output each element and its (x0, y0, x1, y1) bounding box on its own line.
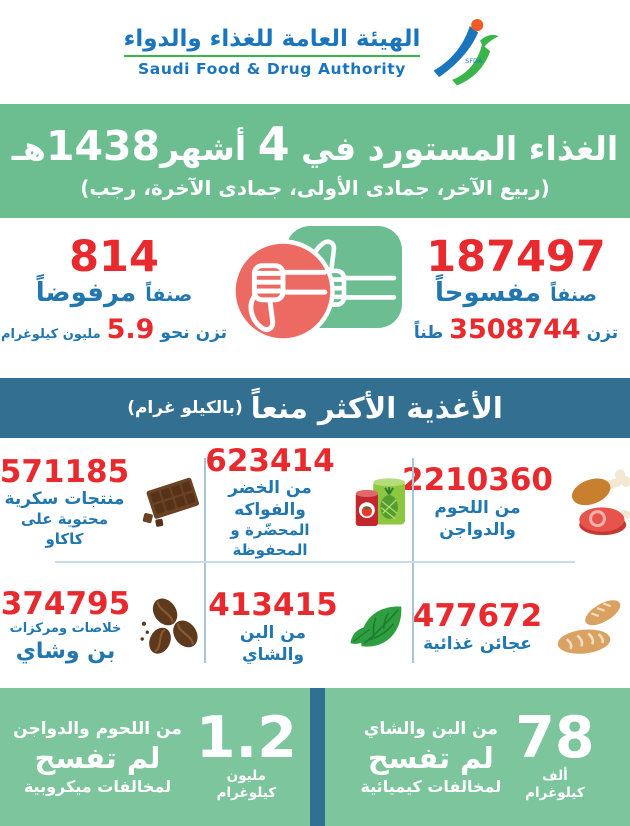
banned-label-2: المحضّرة و المحفوظة (230, 521, 310, 559)
banned-label: من البن والشاي (239, 622, 307, 665)
footer-unit-1: ألف (542, 767, 568, 784)
banned-label: من الخضر والفواكه (228, 478, 312, 521)
hijri-year: 1438 (45, 122, 161, 170)
chocolate-icon (137, 475, 205, 531)
banned-label-2: بن وشاي (15, 638, 116, 664)
footer-section: 1.2 مليون كيلوغرام من اللحوم والدواجن لم… (0, 688, 630, 826)
meat-poultry-icon (561, 467, 630, 539)
approved-count: 187497 (426, 232, 606, 282)
footer-unit-2: كيلوغرام (525, 785, 585, 802)
banned-item-extracts: 374795 خلاصات ومركزات بن وشاي (0, 563, 205, 688)
grid-divider-vertical (412, 458, 414, 663)
banned-item-produce: 623414 من الخضر والفواكه المحضّرة و المح… (205, 438, 413, 563)
footer-unit-2: كيلوغرام (216, 785, 277, 802)
rejected-label: صنفاً مرفوضاً (35, 278, 193, 308)
banned-value: 2210360 (402, 462, 553, 499)
banned-foods-grid: 2210360 من اللحوم والدواجن (0, 438, 630, 688)
canned-food-icon (343, 472, 413, 534)
org-logo-text: الهيئة العامة للغذاء والدواء Saudi Food … (123, 26, 421, 78)
footer-reason: لمخالفات ميكروبية (23, 777, 172, 797)
footer-status: لم تفسح (367, 740, 494, 775)
sfda-logo-icon: SFDA (428, 16, 506, 88)
section-unit-note: (بالكيلو غرام) (127, 398, 243, 418)
summary-section: 814 صنفاً مرفوضاً تزن نحو 5.9 مليون كيلو… (0, 218, 630, 378)
banned-item-chocolate: 571185 منتجات سكرية محتوية على كاكاو (0, 438, 205, 563)
banned-label: عجائن غذائية (423, 633, 532, 654)
section-banner: الأغذية الأكثر منعاً (بالكيلو غرام) (0, 378, 630, 438)
coffee-beans-icon (138, 595, 204, 661)
title-banner: الغذاء المستورد في 4 أشهر1438هـ (ربيع ال… (0, 104, 630, 218)
banned-label: من اللحوم والدواجن (434, 497, 521, 540)
verdict-icons (228, 218, 402, 378)
rejected-count: 814 (69, 232, 159, 282)
approved-label: صنفاً مفسوحاً (434, 278, 598, 308)
grid-divider-horizontal (55, 561, 575, 563)
thumbs-down-icon (228, 236, 338, 346)
banned-label: خلاصات ومركزات (9, 621, 122, 637)
page-subtitle: (ربيع الآخر، جمادى الأولى، جمادى الآخرة،… (80, 175, 550, 200)
footer-status: لم تفسح (34, 740, 161, 775)
header: الهيئة العامة للغذاء والدواء Saudi Food … (0, 0, 630, 104)
banned-item-meat: 2210360 من اللحوم والدواجن (402, 438, 630, 563)
logo-abbr-text: SFDA (466, 57, 484, 65)
banned-value: 477672 (412, 598, 543, 635)
grid-divider-vertical (204, 458, 206, 663)
footer-reason: لمخالفات كيميائية (360, 777, 502, 797)
footer-meat-panel: 1.2 مليون كيلوغرام من اللحوم والدواجن لم… (0, 688, 310, 826)
footer-value: 78 (515, 705, 595, 772)
bread-icon (550, 597, 630, 659)
footer-unit-1: مليون (226, 767, 267, 784)
banned-label: منتجات سكرية (4, 489, 125, 510)
org-name-arabic: الهيئة العامة للغذاء والدواء (123, 26, 421, 52)
rejected-stat: 814 صنفاً مرفوضاً تزن نحو 5.9 مليون كيلو… (0, 218, 228, 378)
footer-tea-panel: 78 ألف كيلوغرام من البن والشاي لم تفسح ل… (325, 688, 630, 826)
banned-label-2: محتوية على كاكاو (20, 510, 109, 548)
banned-value: 374795 (0, 586, 131, 623)
banned-item-pasta: 477672 عجائن غذائية (413, 563, 630, 688)
footer-category: من اللحوم والدواجن (13, 718, 182, 739)
page-title: الغذاء المستورد في 4 أشهر1438هـ (11, 117, 619, 171)
months-count: 4 (257, 117, 290, 171)
banned-item-tea: 413415 من البن والشاي (205, 563, 413, 688)
footer-divider (310, 688, 325, 826)
org-name-english: Saudi Food & Drug Authority (138, 60, 406, 78)
section-title: الأغذية الأكثر منعاً (250, 391, 503, 425)
logo-divider-rule (123, 55, 421, 57)
footer-category: من البن والشاي (363, 718, 498, 739)
rejected-weight: تزن نحو 5.9 مليون كيلوغرام (0, 313, 228, 345)
approved-stat: 187497 صنفاً مفسوحاً تزن 3508744 طناً (402, 218, 630, 378)
tea-leaves-icon (347, 597, 411, 659)
approved-weight: تزن 3508744 طناً (413, 313, 619, 345)
footer-value: 1.2 (195, 705, 297, 772)
banned-value: 623414 (205, 442, 335, 479)
banned-value: 571185 (0, 453, 130, 490)
banned-value: 413415 (208, 587, 338, 624)
